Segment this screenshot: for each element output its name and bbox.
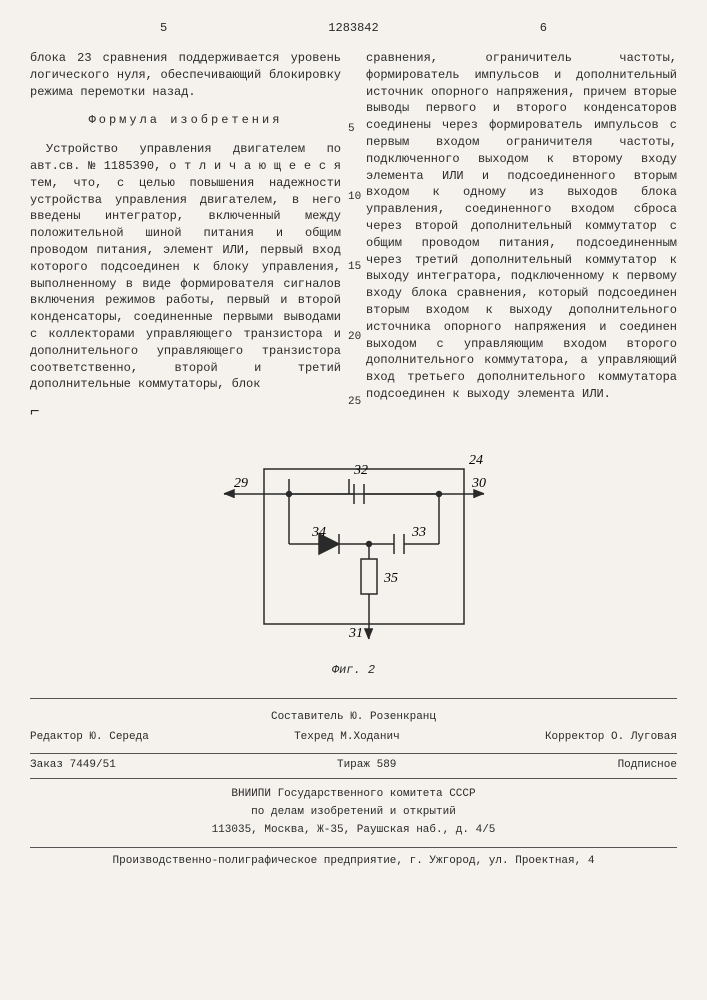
figure-caption: Фиг. 2 — [30, 662, 677, 679]
line-number-5: 5 — [348, 122, 355, 137]
compiler-line: Составитель Ю. Розенкранц — [30, 710, 677, 725]
fig-label-35: 35 — [383, 571, 398, 586]
fig-label-31: 31 — [348, 626, 363, 641]
address-line: 113035, Москва, Ж-35, Раушская наб., д. … — [30, 823, 677, 838]
org-line-2: по делам изобретений и открытий — [30, 805, 677, 820]
fig-label-30: 30 — [471, 476, 486, 491]
column-number-right: 6 — [540, 20, 547, 37]
tirazh: Тираж 589 — [337, 758, 396, 773]
patent-number: 1283842 — [328, 20, 378, 37]
techred-credit: Техред М.Ходанич — [294, 730, 400, 745]
fig-label-24: 24 — [469, 454, 483, 468]
printer-line: Производственно-полиграфическое предприя… — [30, 847, 677, 869]
footer: Составитель Ю. Розенкранц Редактор Ю. Се… — [30, 698, 677, 869]
order-number: Заказ 7449/51 — [30, 758, 116, 773]
circuit-figure: 29 24 30 32 34 33 35 31 Фиг. 2 — [30, 454, 677, 679]
fig-label-34: 34 — [311, 525, 326, 540]
left-para-1: блока 23 сравнения поддерживается уровен… — [30, 50, 341, 100]
subscription: Подписное — [618, 758, 677, 773]
line-number-25: 25 — [348, 395, 361, 410]
editor-credit: Редактор Ю. Середа — [30, 730, 149, 745]
fig-label-29: 29 — [234, 476, 248, 491]
column-number-left: 5 — [160, 20, 167, 37]
fig-label-33: 33 — [411, 525, 426, 540]
left-column: блока 23 сравнения поддерживается уровен… — [30, 50, 341, 424]
org-line-1: ВНИИПИ Государственного комитета СССР — [30, 787, 677, 802]
right-para-1: сравнения, ограничитель частоты, формиро… — [366, 50, 677, 403]
right-column: 5 10 15 20 25 сравнения, ограничитель ча… — [366, 50, 677, 424]
tick-mark: ⌐ — [30, 401, 341, 423]
corrector-credit: Корректор О. Луговая — [545, 730, 677, 745]
line-number-10: 10 — [348, 190, 361, 205]
fig-label-32: 32 — [353, 463, 368, 478]
line-number-20: 20 — [348, 330, 361, 345]
formula-title: Формула изобретения — [30, 112, 341, 129]
left-para-2: Устройство управления двигателем по авт.… — [30, 141, 341, 393]
line-number-15: 15 — [348, 260, 361, 275]
